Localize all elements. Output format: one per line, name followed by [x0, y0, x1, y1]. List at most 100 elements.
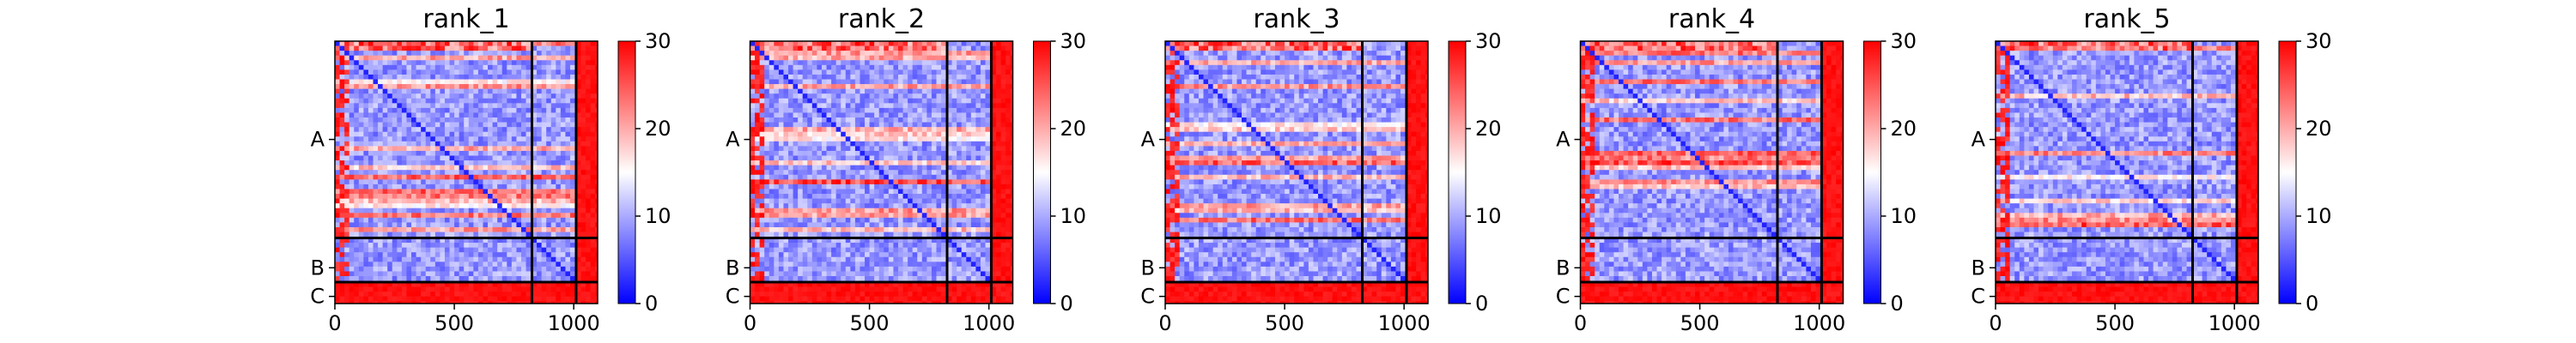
- heatmap-cell: [449, 174, 455, 180]
- heatmap-cell: [507, 98, 513, 104]
- heatmap-cell: [444, 179, 450, 185]
- heatmap-cell: [878, 217, 884, 223]
- heatmap-cell: [392, 155, 398, 161]
- heatmap-cell: [908, 45, 914, 51]
- heatmap-cell: [459, 194, 465, 199]
- heatmap-cell: [440, 45, 446, 51]
- heatmap-cell: [339, 136, 345, 142]
- heatmap-cell: [459, 247, 465, 253]
- heatmap-cell: [807, 232, 813, 238]
- heatmap-cell: [520, 179, 526, 185]
- heatmap-cell: [850, 179, 856, 185]
- heatmap-cell: [454, 292, 460, 298]
- heatmap-cell: [570, 266, 575, 272]
- heatmap-cell: [750, 203, 756, 209]
- heatmap-cell: [750, 150, 756, 156]
- heatmap-cell: [454, 296, 460, 302]
- heatmap-cell: [511, 88, 517, 94]
- heatmap-cell: [807, 131, 813, 137]
- heatmap-cell: [497, 170, 503, 176]
- heatmap-cell: [841, 146, 847, 152]
- heatmap-cell: [397, 179, 403, 185]
- heatmap-cell: [769, 160, 775, 166]
- heatmap-cell: [821, 184, 827, 190]
- heatmap-cell: [908, 84, 914, 90]
- heatmap-cell: [501, 107, 507, 113]
- heatmap-cell: [826, 131, 832, 137]
- heatmap-cell: [769, 79, 775, 85]
- heatmap-cell: [769, 203, 775, 209]
- heatmap-cell: [575, 203, 581, 209]
- heatmap-cell: [860, 103, 866, 109]
- heatmap-cell: [434, 222, 440, 228]
- heatmap-cell: [440, 174, 446, 180]
- heatmap-cell: [575, 247, 581, 253]
- heatmap-cell: [769, 107, 775, 113]
- heatmap-cell: [580, 84, 586, 90]
- heatmap-cell: [560, 74, 566, 80]
- heatmap-cell: [464, 238, 470, 244]
- heatmap-cell: [874, 74, 880, 80]
- heatmap-cell: [378, 131, 384, 137]
- heatmap-cell: [459, 292, 465, 298]
- heatmap-cell: [358, 276, 364, 281]
- heatmap-cell: [783, 45, 789, 51]
- heatmap-cell: [483, 252, 489, 258]
- heatmap-cell: [778, 45, 784, 51]
- heatmap-cell: [368, 232, 374, 238]
- heatmap-cell: [807, 45, 813, 51]
- heatmap-cell: [488, 276, 493, 281]
- heatmap-cell: [869, 93, 875, 99]
- heatmap-cell: [468, 127, 474, 133]
- heatmap-cell: [382, 41, 388, 46]
- heatmap-cell: [908, 64, 914, 70]
- heatmap-cell: [793, 174, 799, 180]
- heatmap-cell: [546, 160, 552, 166]
- heatmap-cell: [373, 88, 379, 94]
- heatmap-cell: [406, 203, 412, 209]
- heatmap-cell: [897, 107, 903, 113]
- heatmap-cell: [497, 256, 503, 262]
- heatmap-cell: [817, 107, 823, 113]
- heatmap-cell: [807, 217, 813, 223]
- heatmap-cell: [526, 198, 532, 204]
- heatmap-cell: [550, 217, 556, 223]
- heatmap-cell: [902, 103, 908, 109]
- heatmap-cell: [884, 165, 890, 171]
- heatmap-cell: [464, 93, 470, 99]
- heatmap-cell: [358, 243, 364, 249]
- heatmap-cell: [387, 170, 393, 176]
- heatmap-cell: [817, 69, 823, 75]
- heatmap-cell: [793, 69, 799, 75]
- heatmap-cell: [595, 41, 598, 46]
- heatmap-cell: [501, 112, 507, 118]
- heatmap-cell: [575, 292, 581, 298]
- heatmap-cell: [888, 226, 894, 232]
- heatmap-cell: [884, 136, 890, 142]
- heatmap-cell: [473, 160, 479, 166]
- heatmap-cell: [358, 301, 364, 304]
- heatmap-cell: [817, 155, 823, 161]
- heatmap-cell: [406, 79, 412, 85]
- heatmap-cell: [477, 146, 483, 152]
- heatmap-cell: [755, 98, 761, 104]
- heatmap-cell: [565, 155, 571, 161]
- heatmap-cell: [778, 41, 784, 46]
- heatmap-cell: [590, 127, 596, 133]
- heatmap-cell: [335, 292, 340, 298]
- heatmap-cell: [586, 213, 592, 219]
- heatmap-cell: [434, 141, 440, 147]
- heatmap-cell: [854, 141, 860, 147]
- heatmap-cell: [537, 222, 543, 228]
- heatmap-cell: [464, 160, 470, 166]
- heatmap-cell: [464, 189, 470, 195]
- heatmap-cell: [421, 103, 427, 109]
- heatmap-cell: [912, 226, 918, 232]
- heatmap-cell: [516, 45, 522, 51]
- heatmap-cell: [565, 301, 571, 304]
- heatmap-cell: [488, 247, 493, 253]
- heatmap-cell: [526, 222, 532, 228]
- heatmap-cell: [807, 170, 813, 176]
- heatmap-cell: [378, 45, 384, 51]
